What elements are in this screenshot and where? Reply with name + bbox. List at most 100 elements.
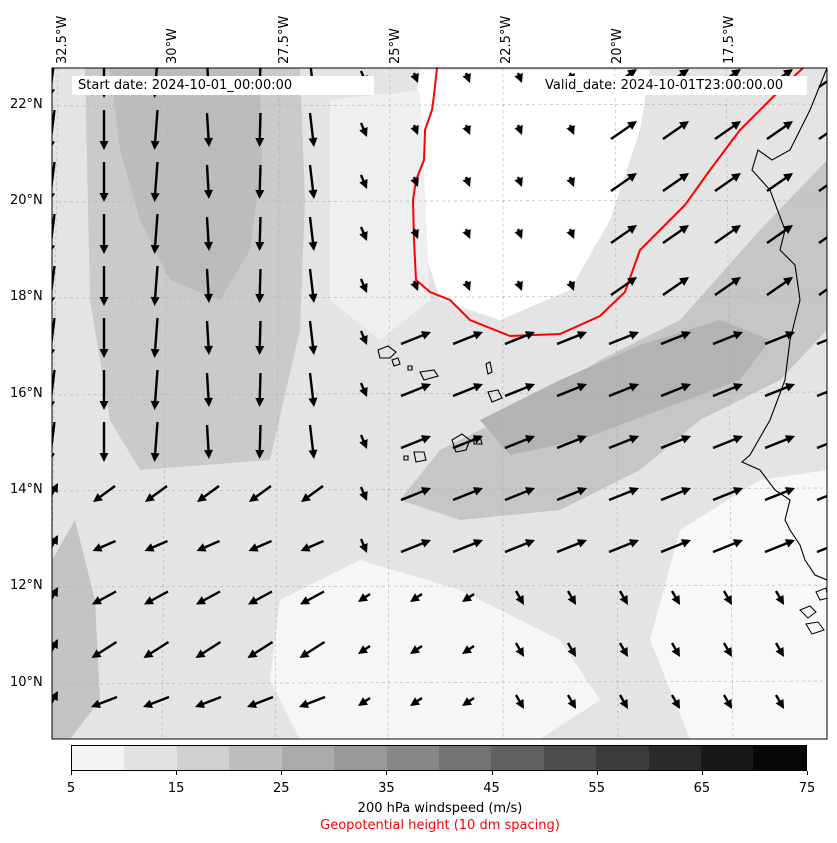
wind-arrow-head	[784, 383, 795, 392]
wind-arrow-shaft	[252, 695, 274, 706]
wind-arrow-shaft	[818, 80, 827, 88]
colorbar-cell	[491, 746, 544, 770]
wind-arrow-head	[145, 493, 155, 502]
colorbar-tick-label: 15	[167, 781, 185, 796]
lat-label-14n: 14°N	[10, 482, 43, 497]
wind-arrow-head	[628, 435, 639, 444]
wind-arrow-head	[300, 543, 311, 552]
wind-arrow-head	[576, 539, 587, 548]
wind-arrow-head	[462, 228, 471, 239]
wind-arrow-shaft	[764, 385, 790, 398]
wind-arrow-head	[248, 596, 259, 605]
lon-label-32-5w: 32.5°W	[55, 15, 70, 64]
wind-arrow-head	[93, 493, 103, 502]
wind-arrow-shaft	[610, 279, 633, 296]
wind-arrow-head	[255, 189, 265, 199]
wind-arrow-shaft	[96, 695, 118, 706]
wind-arrow-shaft	[200, 590, 221, 603]
start-date-label: Start date: 2024-10-01_00:00:00	[72, 76, 374, 95]
wind-arrow-shaft	[252, 590, 273, 603]
wind-arrow-head	[732, 487, 743, 496]
colorbar-cell	[176, 746, 230, 770]
wind-arrow-head	[420, 435, 431, 444]
colorbar-tick-label: 35	[378, 781, 395, 796]
bissagos-islands	[799, 587, 827, 635]
lon-label-25w: 25°W	[388, 28, 403, 64]
wind-arrow-shaft	[662, 175, 685, 192]
wind-arrow-shaft	[608, 333, 634, 346]
wind-arrow-shaft	[818, 288, 827, 296]
wind-arrow-shaft	[826, 591, 827, 592]
wind-arrow-shaft	[662, 279, 685, 296]
wind-arrow-shaft	[504, 489, 530, 502]
wind-arrow-head	[524, 383, 535, 392]
wind-arrow-shaft	[816, 546, 827, 554]
windspeed-calm-southeast	[650, 470, 827, 739]
wind-arrow-head	[671, 646, 680, 657]
wind-arrow-head	[410, 124, 419, 135]
wind-arrow-shaft	[308, 424, 315, 454]
wind-arrow-shaft	[452, 333, 478, 346]
wind-arrow-head	[514, 72, 523, 83]
wind-arrow-shaft	[818, 132, 827, 140]
wind-arrow-head	[783, 69, 793, 78]
wind-arrow-head	[410, 228, 419, 239]
wind-arrow-head	[420, 331, 431, 340]
wind-arrow-head	[255, 345, 265, 355]
wind-arrow-head	[410, 593, 420, 602]
wind-arrow-head	[628, 539, 639, 548]
wind-arrow-shaft	[556, 437, 582, 450]
wind-arrow-head	[203, 449, 213, 459]
wind-arrow-shaft	[662, 227, 685, 244]
wind-arrow-head	[679, 121, 689, 130]
windspeed-calm-south	[270, 560, 600, 739]
colorbar-cell	[543, 746, 597, 770]
wind-arrow-head	[99, 401, 109, 410]
wind-arrow-shaft	[308, 112, 315, 142]
wind-arrow-head	[679, 225, 689, 234]
wind-arrow-shaft	[816, 494, 827, 502]
wind-arrow-shaft	[556, 385, 582, 398]
wind-arrow-shaft	[308, 372, 315, 402]
wind-arrow-shaft	[149, 539, 168, 550]
wind-arrow-shaft	[205, 320, 210, 350]
wind-arrow-head	[359, 334, 368, 345]
wind-arrow-head	[52, 141, 56, 147]
wind-arrow-head	[91, 649, 102, 658]
wind-arrow-head	[52, 401, 56, 407]
wind-arrow-head	[462, 124, 471, 135]
wind-arrow-shaft	[816, 390, 827, 398]
wind-arrow-head	[732, 435, 743, 444]
wind-arrow-shaft	[52, 539, 57, 549]
colorbar-tick-label: 45	[483, 781, 500, 796]
wind-arrow-shaft	[153, 213, 159, 249]
wind-arrow-head	[248, 543, 259, 552]
wind-arrow-shaft	[610, 227, 633, 244]
wind-arrow-shaft	[201, 485, 220, 500]
wind-arrow-head	[828, 751, 836, 761]
colorbar-cell	[648, 746, 702, 770]
wind-arrow-shaft	[662, 123, 685, 140]
wind-arrow-head	[410, 645, 420, 654]
wind-arrow-shaft	[712, 541, 738, 554]
wind-arrow-head	[203, 137, 213, 147]
wind-arrow-shaft	[308, 268, 315, 298]
wind-arrow-shaft	[304, 590, 325, 603]
wind-arrow-head	[566, 228, 575, 239]
colorbar-tick	[71, 771, 72, 775]
wind-arrow-head	[301, 493, 311, 502]
wind-arrow-shaft	[95, 640, 118, 656]
wind-arrow-shaft	[816, 442, 827, 450]
colorbar-sublabel: Geopotential height (10 dm spacing)	[320, 818, 560, 833]
wind-arrow-shaft	[400, 385, 426, 398]
wind-arrow-head	[731, 121, 741, 130]
wind-arrow-shaft	[610, 123, 633, 140]
wind-arrow-shaft	[764, 333, 790, 346]
wind-arrow-shaft	[305, 539, 324, 550]
wind-arrow-shaft	[764, 541, 790, 554]
colorbar-tick	[701, 771, 703, 775]
wind-arrow-head	[732, 383, 743, 392]
wind-arrow-head	[308, 137, 318, 147]
wind-arrow-shaft	[452, 541, 478, 554]
wind-arrow-shaft	[305, 485, 324, 500]
